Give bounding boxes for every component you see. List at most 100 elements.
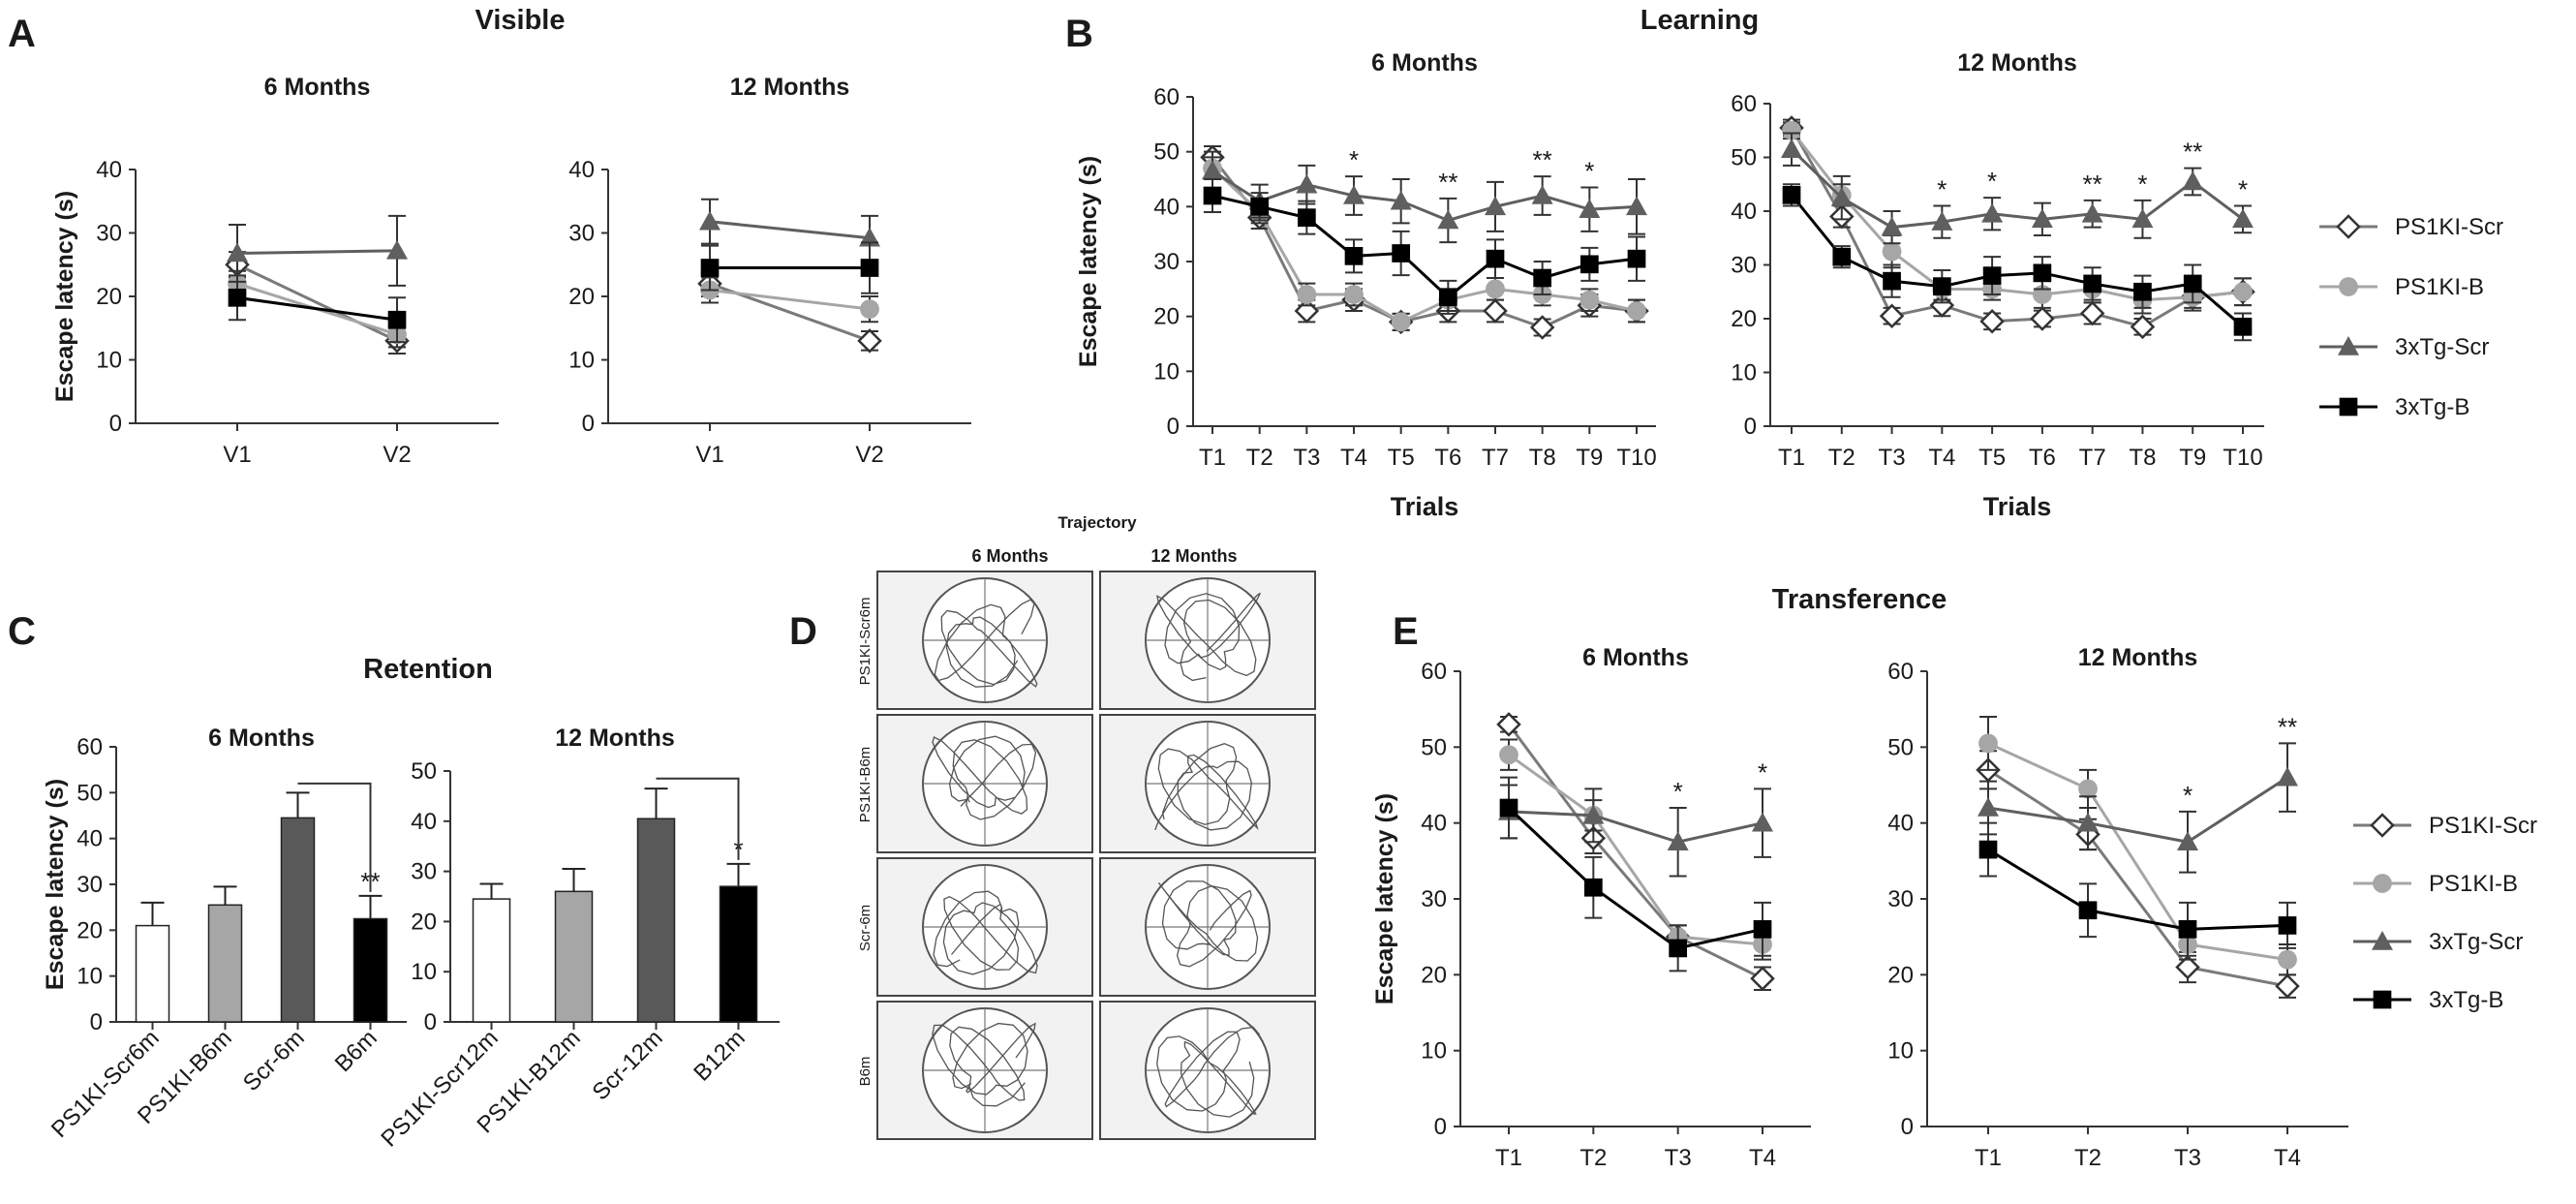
series-ps1ki-b <box>1978 716 2297 976</box>
x-tick-label-v1: V1 <box>223 442 251 468</box>
significance-mark: * <box>2238 174 2248 203</box>
section-title-visible: Visible <box>475 5 566 36</box>
y-tick-label-20: 20 <box>568 284 595 310</box>
series-line-ps1ki-b <box>1211 167 1638 324</box>
x-tick-label-t2: T2 <box>1828 445 1855 471</box>
data-point-3xtg-scr-t8 <box>1531 185 1553 204</box>
legend-marker-3xtg-b <box>2339 397 2358 417</box>
data-point-3xtg-b-t3 <box>1883 271 1901 291</box>
series-ps1ki-scr <box>697 269 882 354</box>
data-point-3xtg-b-t3 <box>1669 939 1688 958</box>
y-tick-label-0: 0 <box>90 1009 103 1035</box>
legend-learning: PS1KI-Scr PS1KI-B 3xTg-Scr 3xTg-B <box>2319 214 2503 420</box>
section-title-retention: Retention <box>363 654 493 685</box>
x-tick-label-scr-12m: Scr-12m <box>588 1025 668 1105</box>
trajectory-cell-r4-c1 <box>876 1001 1093 1140</box>
series-ps1ki-scr <box>225 251 410 355</box>
y-tick-label-30: 30 <box>1421 886 1447 912</box>
data-point-3xtg-scr-t9 <box>2182 170 2204 191</box>
trajectory-col-6m: 6 Months <box>972 546 1049 566</box>
data-point-3xtg-scr-t3 <box>1667 831 1689 851</box>
y-tick-label-40: 40 <box>411 809 437 835</box>
data-point-ps1ki-scr-t3 <box>1879 303 1905 328</box>
data-point-ps1ki-b-t4 <box>2278 949 2297 970</box>
series-line-3xtg-b <box>1987 848 2288 931</box>
series-3xtg-b <box>700 241 879 294</box>
trajectory-title: Trajectory <box>1058 513 1137 532</box>
y-tick-label-50: 50 <box>411 758 437 785</box>
data-point-3xtg-b-t3 <box>2178 919 2197 939</box>
series-line-ps1ki-b <box>709 288 871 311</box>
data-point-ps1ki-scr-t7 <box>2079 300 2105 326</box>
data-point-ps1ki-scr-t5 <box>1979 309 2005 334</box>
x-axis-label: Trials <box>1391 492 1459 521</box>
y-tick-label-20: 20 <box>1421 962 1447 988</box>
bar-b6m <box>353 917 388 1023</box>
y-tick-label-30: 30 <box>77 872 103 898</box>
comparison-bracket <box>656 777 740 860</box>
data-point-3xtg-b-v1 <box>700 259 720 277</box>
swim-trajectory <box>1156 592 1261 682</box>
y-tick-label-0: 0 <box>109 411 122 437</box>
data-point-ps1ki-b-t3 <box>1882 241 1902 262</box>
legend-label-3xtg-b: 3xTg-B <box>2395 394 2469 420</box>
trajectory-cell-r3-c1 <box>876 857 1093 997</box>
data-point-3xtg-b-t4 <box>1344 246 1364 265</box>
legend-marker-3xtg-scr <box>2338 336 2359 355</box>
bar-b12m <box>719 885 758 1023</box>
swim-trajectory <box>934 599 1038 688</box>
data-point-3xtg-scr-v2 <box>386 239 408 260</box>
y-tick-label-40: 40 <box>1421 811 1447 837</box>
y-tick-label-50: 50 <box>77 780 103 806</box>
data-point-ps1ki-b-t2 <box>2078 779 2098 799</box>
swim-trajectory <box>933 890 1038 975</box>
y-tick-label-10: 10 <box>411 959 437 985</box>
data-point-3xtg-b-t4 <box>1932 277 1951 296</box>
trajectory-col-12m: 12 Months <box>1150 546 1237 566</box>
data-point-ps1ki-b-t4 <box>1344 285 1364 304</box>
y-tick-label-60: 60 <box>1887 659 1914 685</box>
chart-learning-12-months: 12 Months 0 10 20 30 40 50 60 Trials T1 T2 T3 T4 T5 T6… <box>1731 49 2264 521</box>
bar-scr-6m <box>280 817 316 1023</box>
bar-ps1ki-scr6m <box>135 924 170 1023</box>
y-tick-label-40: 40 <box>77 826 103 852</box>
trajectory-row-ps1ki-b6m: PS1KI-B6m <box>857 747 874 822</box>
data-point-3xtg-b-t1 <box>1203 186 1222 205</box>
series-line-3xtg-b <box>1790 194 2244 328</box>
legend-item-ps1ki-b: PS1KI-B <box>2319 274 2484 300</box>
data-point-3xtg-b-t10 <box>2233 317 2253 336</box>
swim-trajectory <box>1154 743 1259 831</box>
bar-ps1ki-scr12m <box>472 898 511 1023</box>
data-point-3xtg-scr-t4 <box>1343 185 1365 204</box>
x-tick-label-t1: T1 <box>1199 445 1226 471</box>
x-tick-label-t1: T1 <box>1975 1145 2002 1171</box>
x-tick-label-t10: T10 <box>2223 445 2262 471</box>
data-point-3xtg-b-t8 <box>2133 282 2152 301</box>
legend-label-ps1ki-b: PS1KI-B <box>2395 274 2484 300</box>
data-point-ps1ki-scr-t1 <box>1496 712 1521 737</box>
bar-ps1ki-b12m <box>554 890 594 1023</box>
trajectory-row-scr-6m: Scr-6m <box>857 905 874 951</box>
legend-label-ps1ki-scr: PS1KI-Scr <box>2395 214 2503 240</box>
x-tick-label-t1: T1 <box>1778 445 1805 471</box>
data-point-3xtg-scr-t5 <box>1390 190 1412 210</box>
swim-trajectory <box>1157 880 1259 968</box>
significance-mark: * <box>1937 174 1947 203</box>
y-tick-label-40: 40 <box>1731 199 1757 225</box>
x-tick-label-t3: T3 <box>1665 1145 1692 1171</box>
y-tick-label-30: 30 <box>568 221 595 247</box>
series-3xtg-b <box>1203 178 1646 315</box>
data-point-3xtg-scr-t10 <box>1626 196 1647 216</box>
x-tick-label-t2: T2 <box>1246 445 1273 471</box>
data-point-ps1ki-scr-t7 <box>1483 298 1508 324</box>
data-point-3xtg-b-t2 <box>2078 901 2098 920</box>
y-tick-label-40: 40 <box>96 157 122 183</box>
chart-title: 6 Months <box>1371 49 1478 77</box>
legend-item-3xtg-scr: 3xTg-Scr <box>2353 929 2523 955</box>
data-point-3xtg-scr-t4 <box>1752 812 1773 832</box>
y-tick-label-40: 40 <box>568 157 595 183</box>
data-point-ps1ki-scr-t3 <box>2175 954 2200 980</box>
data-point-ps1ki-b-t10 <box>1627 301 1646 321</box>
significance-mark: * <box>1987 167 1997 196</box>
